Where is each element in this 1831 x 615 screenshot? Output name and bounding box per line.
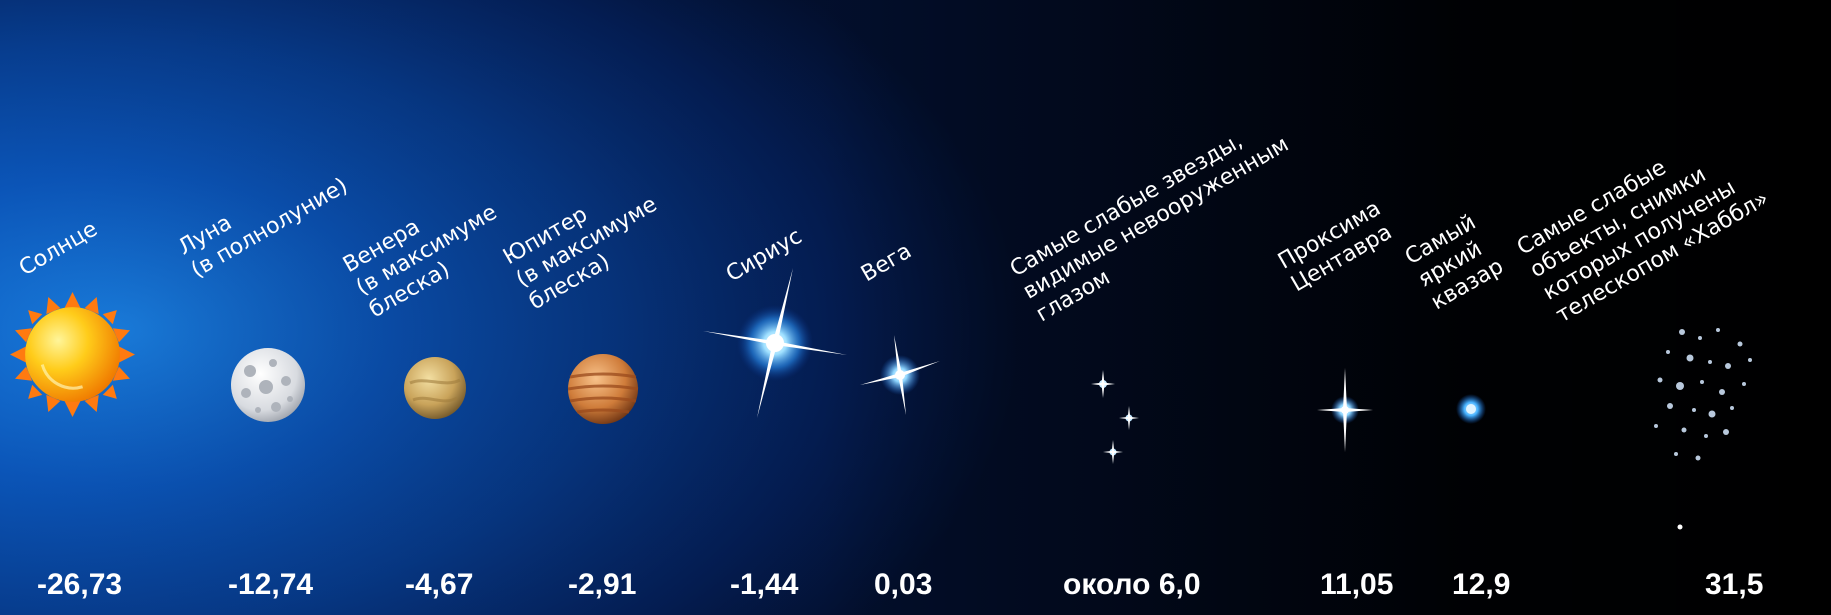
value-jupiter: -2,91 (568, 568, 637, 601)
sun-icon (10, 292, 135, 417)
value-quasar: 12,9 (1452, 568, 1511, 601)
proxima-star-icon (1317, 368, 1373, 452)
quasar-icon (1456, 394, 1486, 424)
hubble-faint-objects-icon (1654, 328, 1752, 530)
venus-icon (404, 357, 466, 419)
sirius-star-icon (703, 268, 847, 418)
value-sun: -26,73 (37, 568, 123, 601)
value-moon: -12,74 (228, 568, 314, 601)
jupiter-icon (567, 354, 639, 424)
value-hubble-objects: 31,5 (1705, 568, 1764, 601)
value-proxima: 11,05 (1320, 568, 1394, 601)
moon-icon (231, 348, 305, 422)
value-vega: 0,03 (874, 568, 933, 601)
vega-star-icon (860, 335, 940, 415)
faint-stars-icon (1091, 370, 1139, 464)
value-faint-stars: около 6,0 (1063, 568, 1201, 601)
value-sirius: -1,44 (730, 568, 799, 601)
value-venus: -4,67 (405, 568, 474, 601)
